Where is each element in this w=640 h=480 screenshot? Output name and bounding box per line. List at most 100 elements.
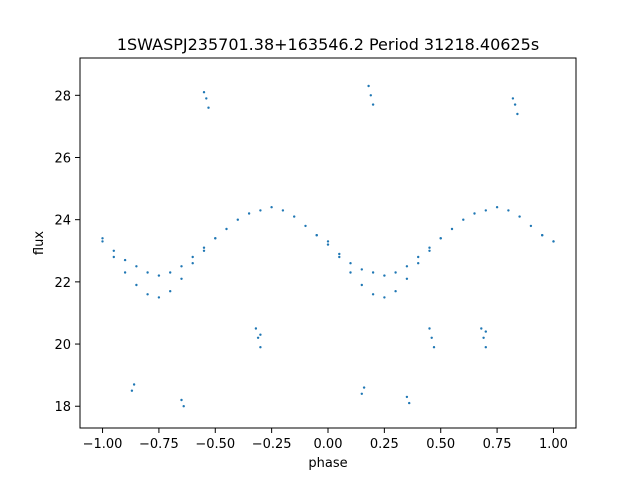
data-points (101, 84, 555, 408)
x-tick-label: 0.50 (426, 437, 455, 452)
data-point (254, 327, 258, 330)
data-point (405, 265, 409, 268)
data-point (205, 97, 208, 100)
data-point (405, 395, 409, 399)
data-point (349, 262, 352, 265)
data-point (207, 106, 210, 109)
data-point (169, 271, 172, 274)
x-tick-label: −0.75 (139, 437, 179, 452)
data-point (157, 274, 161, 277)
data-point (202, 249, 206, 252)
data-point (214, 237, 217, 240)
data-point (247, 212, 251, 215)
data-point (430, 336, 433, 339)
y-tick-label: 28 (54, 89, 71, 104)
data-point (236, 218, 239, 221)
x-axis-label: phase (308, 456, 347, 471)
data-point (349, 271, 352, 274)
data-point (326, 240, 330, 243)
data-point (130, 389, 134, 392)
data-point (417, 262, 420, 265)
x-tick-label: 1.00 (539, 437, 568, 452)
data-point (281, 209, 285, 212)
data-point (450, 227, 454, 231)
data-point (408, 401, 411, 405)
x-tick-label: 0.75 (483, 437, 512, 452)
data-point (394, 271, 397, 274)
data-point (428, 246, 431, 249)
data-point (132, 383, 136, 386)
data-point (462, 218, 465, 221)
data-point (202, 246, 206, 249)
data-point (259, 333, 262, 336)
data-point (112, 255, 116, 259)
data-point (507, 209, 510, 212)
data-point (513, 103, 517, 106)
data-point (432, 346, 436, 349)
data-point (135, 283, 138, 287)
data-point (360, 283, 363, 287)
data-point (439, 237, 442, 240)
data-point (169, 290, 172, 293)
data-point (157, 296, 161, 299)
data-point (383, 296, 386, 299)
data-point (428, 249, 431, 252)
data-point (180, 265, 183, 268)
x-tick-label: −0.50 (195, 437, 235, 452)
data-point (146, 293, 149, 296)
data-point (180, 398, 183, 402)
data-point (480, 327, 483, 330)
data-point (369, 94, 372, 97)
data-point (529, 224, 533, 228)
data-point (338, 255, 341, 259)
data-point (511, 97, 515, 100)
data-point (484, 209, 487, 212)
data-point (552, 240, 555, 243)
data-point (256, 336, 260, 339)
y-axis-ticks: 18 20 22 24 26 28 (54, 89, 80, 415)
y-tick-label: 26 (54, 151, 71, 166)
x-tick-label: 0.25 (370, 437, 399, 452)
data-point (541, 234, 544, 237)
data-point (202, 91, 206, 94)
data-point (326, 243, 330, 246)
data-point (367, 84, 370, 88)
data-point (518, 215, 521, 218)
data-point (338, 252, 341, 256)
data-point (394, 290, 397, 293)
chart-title: 1SWASPJ235701.38+163546.2 Period 31218.4… (117, 35, 539, 54)
data-point (383, 274, 386, 277)
data-point (182, 405, 185, 408)
y-axis-label: flux (32, 231, 47, 255)
data-point (371, 271, 375, 274)
data-point (371, 293, 375, 296)
data-point (112, 249, 116, 252)
data-point (495, 206, 499, 209)
y-tick-label: 18 (54, 400, 71, 415)
data-point (293, 215, 296, 218)
data-point (123, 258, 127, 262)
y-tick-label: 20 (54, 338, 71, 353)
data-point (516, 112, 519, 116)
data-point (484, 330, 487, 333)
y-tick-label: 22 (54, 276, 71, 291)
data-point (304, 224, 307, 228)
data-point (405, 277, 409, 280)
data-point (259, 346, 262, 349)
data-point (101, 237, 104, 240)
data-point (135, 265, 138, 268)
x-tick-label: −1.00 (83, 437, 123, 452)
data-point (417, 255, 420, 259)
y-tick-label: 24 (54, 214, 71, 229)
data-point (191, 262, 194, 265)
x-tick-label: 0.00 (314, 437, 343, 452)
data-point (371, 103, 375, 106)
data-point (315, 234, 318, 237)
data-point (225, 227, 228, 231)
data-point (362, 386, 366, 389)
data-point (191, 255, 194, 259)
data-point (259, 209, 262, 212)
data-point (482, 336, 485, 339)
data-point (123, 271, 127, 274)
